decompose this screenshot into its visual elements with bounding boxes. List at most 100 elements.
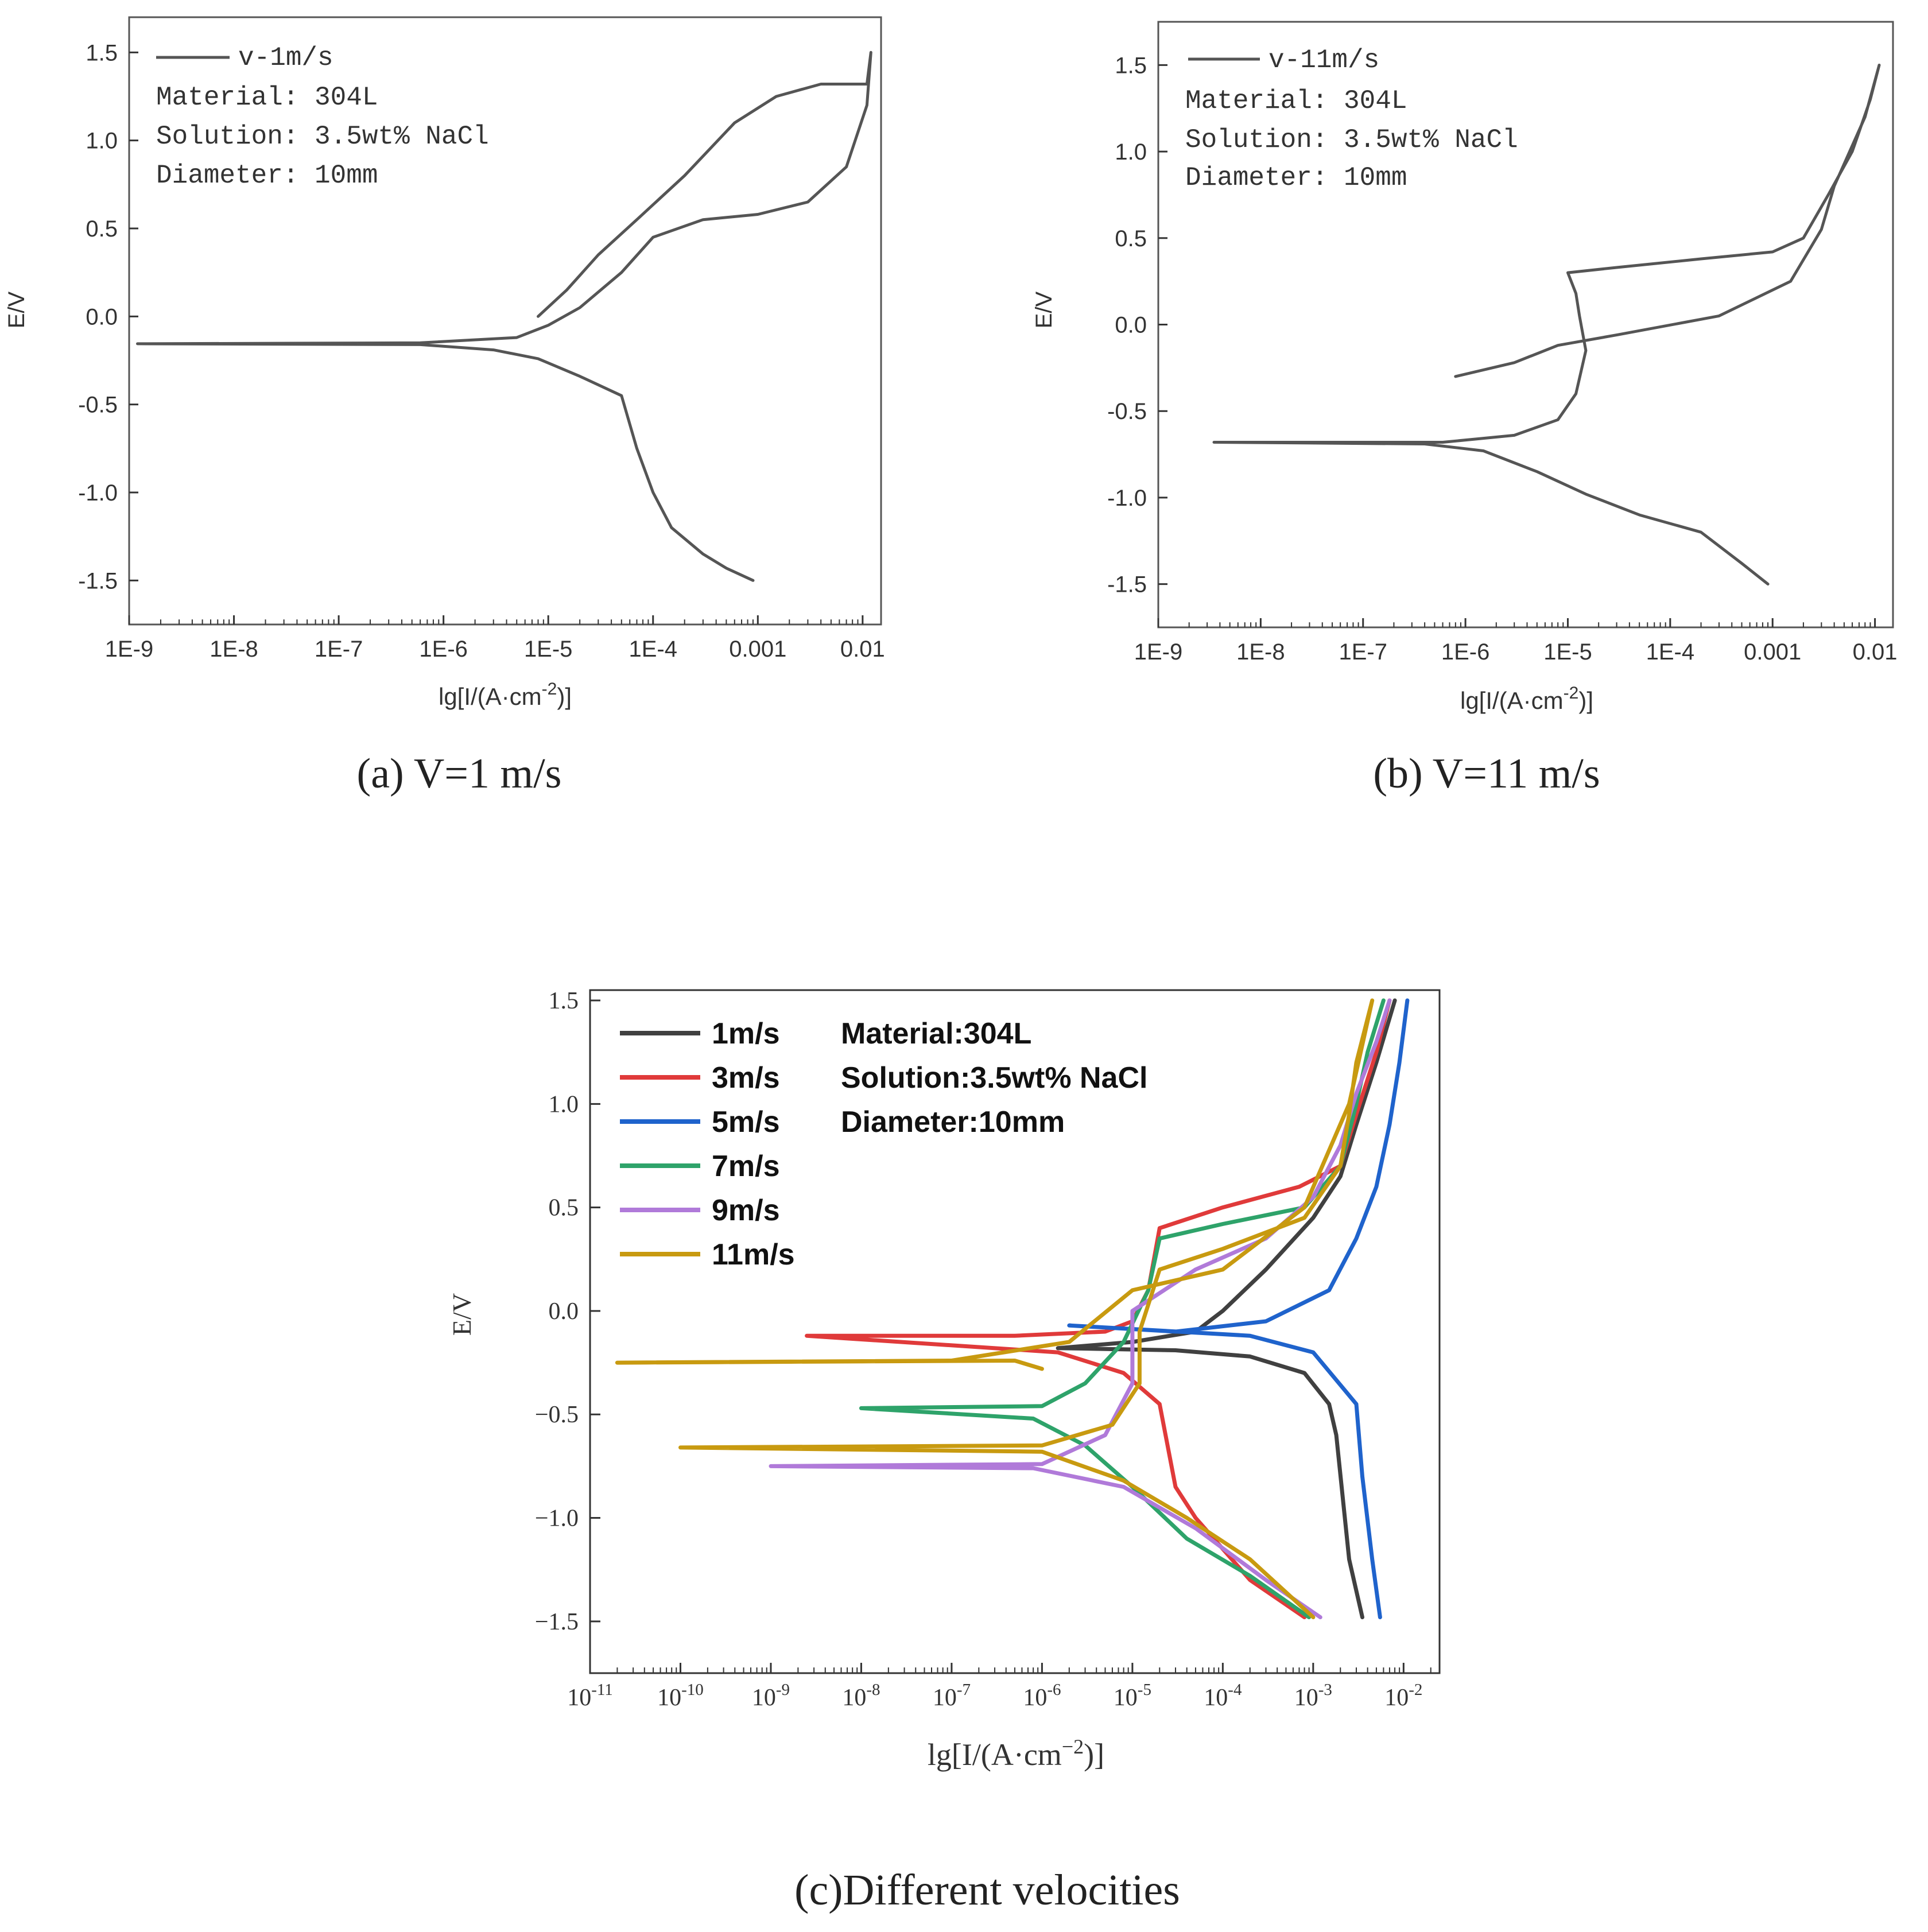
panel-c: 10-11 10-10 10-9 10-8 10-7 10-6 10-5 10-4 10-3 10…: [447, 988, 1441, 1914]
x-tick-exponent: -11: [591, 1681, 613, 1699]
y-tick-label: -1.5: [1107, 572, 1147, 598]
y-axis-label: E/V: [447, 1293, 476, 1336]
x-tick-base: 10: [933, 1685, 957, 1711]
x-tick-exponent: -5: [1138, 1681, 1151, 1699]
x-axis-label-prefix: lg[I/(A·cm: [928, 1737, 1062, 1772]
y-tick-label: 1.5: [1115, 53, 1147, 78]
x-tick-label: 10-4: [1204, 1681, 1242, 1711]
legend-label: 9m/s: [712, 1194, 780, 1227]
x-tick-label: 10-7: [933, 1681, 971, 1711]
x-ticks: 10-11 10-10 10-9 10-8 10-7 10-6 10-5 10-4 10-3 10…: [567, 1663, 1432, 1711]
y-tick-label: 0.5: [549, 1195, 579, 1221]
caption: (a) V=1 m/s: [357, 750, 562, 797]
x-axis-label-exponent: -2: [542, 680, 557, 699]
x-tick-base: 10: [752, 1685, 776, 1711]
x-axis-label-suffix: )]: [557, 683, 572, 710]
x-tick-label: 0.01: [840, 637, 885, 662]
panel-b: 1E-9 1E-8 1E-7 1E-6 1E-5 1E-4 0.001 0.01 -1.5-1…: [1031, 21, 1898, 797]
y-tick-label: -0.5: [1107, 399, 1147, 424]
y-axis-label: E/V: [4, 291, 29, 328]
x-axis-label-prefix: lg[I/(A·cm: [439, 683, 542, 710]
x-tick-label: 1E-4: [629, 637, 678, 662]
x-tick-label: 10-8: [842, 1681, 880, 1711]
y-tick-label: -1.0: [78, 480, 118, 506]
x-axis-label-suffix: )]: [1084, 1737, 1104, 1772]
x-tick-base: 10: [1114, 1685, 1138, 1711]
curves: [615, 998, 1410, 1620]
x-tick-label: 10-3: [1294, 1681, 1332, 1711]
x-tick-label: 1E-7: [1339, 639, 1387, 665]
y-tick-label: −1.5: [535, 1609, 579, 1635]
annotation-diameter: Diameter:10mm: [841, 1105, 1065, 1139]
x-tick-label: 1E-5: [524, 637, 573, 662]
annotation-material: Material: 304L: [156, 83, 378, 112]
y-tick-label: -1.5: [78, 568, 118, 593]
y-tick-label: 1.0: [86, 129, 118, 154]
legend-label: v-1m/s: [238, 43, 333, 73]
x-tick-label: 10-11: [567, 1681, 613, 1711]
x-ticks: 1E-9 1E-8 1E-7 1E-6 1E-5 1E-4 0.001 0.01: [1134, 618, 1898, 665]
y-tick-label: 0.0: [549, 1298, 579, 1325]
curves: [1212, 63, 1881, 586]
y-ticks: -1.5 -1.0 -0.5 0.0 0.5 1.0 1.5: [1107, 53, 1167, 598]
x-tick-label: 0.001: [1744, 639, 1801, 665]
x-tick-exponent: -9: [776, 1681, 790, 1699]
y-tick-label: 1.0: [1115, 139, 1147, 165]
legend-label: 7m/s: [712, 1150, 780, 1183]
curves: [136, 51, 872, 582]
x-tick-base: 10: [842, 1685, 866, 1711]
series-line: [1212, 63, 1881, 586]
x-tick-exponent: -3: [1318, 1681, 1332, 1699]
x-axis-label: lg[I/(A·cm-2)]: [1460, 684, 1593, 714]
x-tick-label: 0.01: [1853, 639, 1898, 665]
x-tick-base: 10: [1294, 1685, 1318, 1711]
panel-a: 1E-9 1E-8 1E-7 1E-6 1E-5 1E-4 0.001 0.01 -1.5 -1…: [4, 16, 885, 797]
caption: (b) V=11 m/s: [1373, 750, 1600, 797]
series-line: [615, 998, 1375, 1620]
x-tick-label: 1E-7: [315, 637, 363, 662]
x-tick-label: 1E-8: [1236, 639, 1285, 665]
y-ticks: −1.5 −1.0 −0.5 0.0 0.5 1.0 1.5: [535, 988, 600, 1635]
x-tick-exponent: -7: [957, 1681, 971, 1699]
x-axis-label-prefix: lg[I/(A·cm: [1460, 687, 1564, 714]
annotation-solution: Solution: 3.5wt% NaCl: [156, 122, 489, 152]
legend-label: 11m/s: [712, 1238, 795, 1271]
legend: 1m/s 3m/s 5m/s 7m/s 9m/s 11m/s: [620, 1017, 795, 1271]
x-tick-label: 10-10: [657, 1681, 704, 1711]
x-tick-exponent: -2: [1409, 1681, 1422, 1699]
legend-label: 5m/s: [712, 1105, 780, 1139]
x-tick-label: 10-9: [752, 1681, 790, 1711]
legend-label: 1m/s: [712, 1017, 780, 1050]
y-tick-label: −1.0: [535, 1506, 579, 1532]
x-axis-label-exponent: -2: [1564, 684, 1579, 703]
caption: (c)Different velocities: [794, 1866, 1180, 1914]
y-tick-label: 0.0: [86, 304, 118, 329]
y-tick-label: 0.5: [86, 216, 118, 242]
x-tick-label: 1E-8: [210, 637, 258, 662]
x-tick-exponent: -4: [1228, 1681, 1242, 1699]
x-tick-label: 10-6: [1023, 1681, 1061, 1711]
y-tick-label: −0.5: [535, 1402, 579, 1428]
series-line: [1067, 998, 1410, 1620]
y-tick-label: 0.5: [1115, 226, 1147, 251]
annotation-solution: Solution: 3.5wt% NaCl: [1185, 125, 1518, 155]
x-tick-label: 0.001: [729, 637, 786, 662]
x-tick-label: 1E-6: [419, 637, 468, 662]
y-axis-label: E/V: [1031, 291, 1057, 328]
x-tick-base: 10: [657, 1685, 681, 1711]
x-tick-base: 10: [1023, 1685, 1047, 1711]
plot-frame: [128, 16, 882, 626]
legend-label: v-11m/s: [1268, 45, 1379, 75]
x-tick-label: 1E-9: [105, 637, 154, 662]
x-tick-label: 1E-4: [1646, 639, 1695, 665]
x-tick-label: 10-2: [1384, 1681, 1422, 1711]
x-tick-exponent: -10: [681, 1681, 704, 1699]
y-ticks: -1.5 -1.0 -0.5 0.0 0.5 1.0 1.5: [78, 40, 138, 593]
y-tick-label: 1.5: [86, 40, 118, 65]
x-ticks: 1E-9 1E-8 1E-7 1E-6 1E-5 1E-4 0.001 0.01: [105, 615, 885, 662]
x-tick-label: 10-5: [1114, 1681, 1151, 1711]
x-axis-label-exponent: −2: [1062, 1735, 1084, 1758]
x-axis-label: lg[I/(A·cm−2)]: [928, 1735, 1104, 1772]
legend-label: 3m/s: [712, 1061, 780, 1095]
series-line: [136, 51, 872, 582]
